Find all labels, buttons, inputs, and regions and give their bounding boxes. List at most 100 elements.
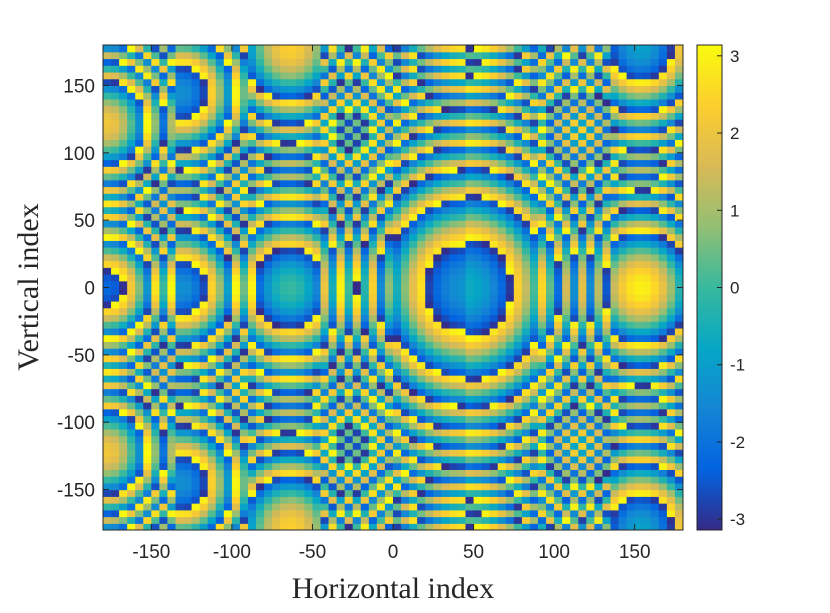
heatmap-cell	[159, 186, 169, 194]
heatmap-cell	[376, 220, 386, 228]
heatmap-cell	[425, 172, 434, 181]
heatmap-cell	[151, 341, 160, 349]
heatmap-cell	[465, 186, 475, 194]
heatmap-cell	[554, 294, 563, 302]
heatmap-cell	[360, 193, 370, 201]
heatmap-cell	[489, 408, 499, 417]
heatmap-cell	[602, 422, 612, 430]
heatmap-cell	[521, 146, 531, 154]
heatmap-cell	[409, 71, 418, 80]
heatmap-cell	[441, 327, 450, 336]
heatmap-cell	[417, 125, 426, 134]
heatmap-cell	[658, 496, 668, 504]
heatmap-cell	[562, 85, 571, 93]
heatmap-cell	[167, 51, 177, 60]
heatmap-cell	[352, 199, 362, 208]
heatmap-cell	[167, 314, 177, 322]
heatmap-cell	[248, 395, 257, 403]
heatmap-cell	[376, 199, 386, 208]
heatmap-cell	[554, 213, 563, 221]
heatmap-cell	[344, 112, 354, 120]
heatmap-cell	[239, 233, 249, 241]
heatmap-cell	[602, 58, 612, 66]
heatmap-cell	[618, 455, 628, 464]
heatmap-cell	[352, 152, 362, 161]
heatmap-cell	[167, 503, 177, 511]
heatmap-cell	[586, 455, 595, 464]
heatmap-cell	[594, 71, 604, 80]
heatmap-cell	[642, 422, 652, 430]
heatmap-cell	[473, 186, 483, 194]
heatmap-cell	[481, 489, 491, 497]
heatmap-cell	[554, 368, 563, 376]
heatmap-cell	[199, 462, 209, 470]
heatmap-cell	[207, 105, 217, 113]
heatmap-cell	[183, 455, 193, 464]
heatmap-cell	[650, 146, 660, 154]
heatmap-cell	[401, 509, 410, 518]
heatmap-cell	[586, 482, 595, 491]
heatmap-cell	[368, 213, 378, 221]
heatmap-cell	[481, 166, 491, 174]
heatmap-cell	[513, 395, 523, 403]
heatmap-cell	[103, 226, 112, 235]
heatmap-cell	[207, 402, 217, 410]
heatmap-cell	[538, 280, 547, 289]
heatmap-cell	[634, 226, 644, 235]
heatmap-cell	[344, 402, 354, 410]
heatmap-cell	[384, 119, 394, 127]
heatmap-cell	[328, 152, 338, 161]
heatmap-cell	[465, 388, 475, 396]
heatmap-cell	[401, 327, 410, 336]
heatmap-cell	[191, 98, 201, 107]
heatmap-cell	[650, 348, 660, 356]
heatmap-cell	[529, 45, 539, 53]
heatmap-cell	[602, 368, 612, 376]
heatmap-cell	[529, 307, 539, 316]
heatmap-cell	[167, 476, 177, 484]
heatmap-cell	[215, 294, 225, 302]
heatmap-cell	[449, 408, 459, 417]
heatmap-cell	[135, 408, 144, 417]
heatmap-cell	[167, 71, 177, 80]
heatmap-cell	[570, 220, 579, 228]
heatmap-cell	[529, 206, 539, 215]
heatmap-cell	[280, 321, 289, 329]
heatmap-cell	[594, 442, 604, 450]
heatmap-cell	[465, 179, 475, 188]
heatmap-cell	[135, 98, 144, 107]
heatmap-cell	[103, 274, 112, 282]
heatmap-cell	[570, 193, 579, 201]
heatmap-cell	[650, 159, 660, 167]
heatmap-cell	[312, 233, 322, 241]
heatmap-cell	[207, 172, 217, 181]
heatmap-cell	[248, 139, 257, 147]
heatmap-cell	[441, 92, 450, 100]
heatmap-cell	[497, 152, 507, 161]
heatmap-cell	[215, 166, 225, 174]
heatmap-cell	[481, 314, 491, 322]
heatmap-cell	[618, 206, 628, 215]
heatmap-cell	[207, 516, 217, 524]
heatmap-cell	[546, 523, 555, 530]
heatmap-cell	[304, 92, 314, 100]
heatmap-cell	[336, 314, 346, 322]
heatmap-cell	[272, 159, 281, 167]
heatmap-cell	[417, 455, 426, 464]
heatmap-cell	[546, 341, 555, 349]
heatmap-cell	[384, 51, 394, 60]
heatmap-cell	[449, 435, 459, 444]
heatmap-cell	[489, 226, 499, 235]
heatmap-cell	[449, 186, 459, 194]
heatmap-cell	[433, 408, 442, 417]
heatmap-cell	[538, 442, 547, 450]
heatmap-cell	[481, 125, 491, 134]
heatmap-cell	[538, 159, 547, 167]
heatmap-cell	[360, 375, 370, 383]
heatmap-cell	[320, 51, 330, 60]
heatmap-cell	[248, 294, 257, 302]
heatmap-cell	[199, 449, 209, 457]
heatmap-cell	[183, 58, 193, 66]
heatmap-cell	[610, 341, 620, 349]
heatmap-cell	[296, 354, 305, 363]
